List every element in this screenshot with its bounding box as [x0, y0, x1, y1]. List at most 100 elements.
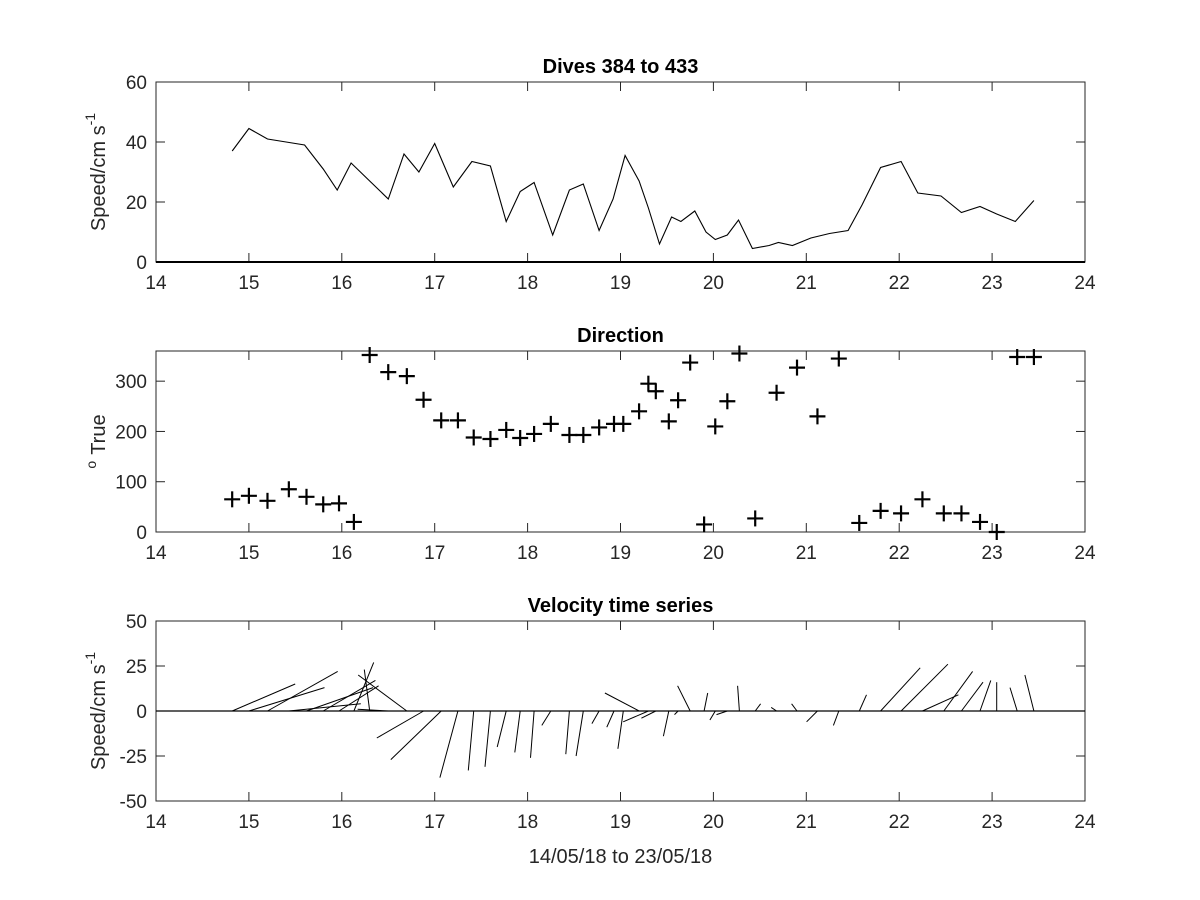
- velocity-panel: 14 15 16 17 18 19 20 21 22 23 24 -50 -25 0 25 50 Velocit…: [82, 595, 1096, 868]
- velocity-stick: [565, 710, 570, 755]
- y-tick-label: 40: [126, 133, 147, 154]
- direction-point: [615, 415, 632, 432]
- x-tick-label: 19: [610, 812, 631, 833]
- velocity-stick: [961, 681, 984, 712]
- velocity-stick: [806, 710, 818, 723]
- x-tick-label: 14: [145, 543, 167, 564]
- velocity-stick: [979, 680, 992, 712]
- x-tick-label: 19: [610, 273, 631, 294]
- x-tick-label: 22: [889, 543, 910, 564]
- direction-point: [542, 415, 559, 432]
- y-axis-label-text: Speed/cm s: [88, 125, 110, 231]
- velocity-stick: [606, 710, 615, 728]
- y-tick-label: 0: [136, 523, 147, 544]
- velocity-stick: [641, 710, 657, 719]
- y-tick-label: 100: [115, 473, 147, 494]
- velocity-stick: [376, 710, 424, 739]
- direction-point: [660, 413, 677, 430]
- x-tick-label: 16: [331, 543, 352, 564]
- y-tick-label: 50: [126, 612, 147, 633]
- velocity-stick: [267, 670, 338, 712]
- x-tick-label: 16: [331, 812, 352, 833]
- direction-point: [953, 505, 970, 522]
- direction-point: [935, 505, 952, 522]
- y-tick-label: 200: [115, 422, 147, 443]
- velocity-stick: [703, 692, 709, 712]
- x-tick-label: 22: [889, 273, 910, 294]
- velocity-stick: [791, 703, 798, 712]
- x-tick-label: 18: [517, 812, 538, 833]
- direction-point: [809, 408, 826, 425]
- direction-point: [696, 516, 713, 533]
- velocity-stick: [604, 692, 640, 712]
- y-axis-label-superscript: -1: [82, 652, 98, 665]
- velocity-stick: [591, 710, 600, 724]
- x-tick-label: 20: [703, 812, 724, 833]
- direction-point: [768, 384, 785, 401]
- x-tick-label: 24: [1074, 273, 1096, 294]
- x-tick-label: 23: [982, 543, 1003, 564]
- velocity-stick: [439, 710, 459, 778]
- velocity-stick: [943, 671, 974, 712]
- y-axis-label-superscript: -1: [82, 113, 98, 126]
- velocity-stick: [541, 710, 552, 726]
- x-tick-label: 17: [424, 543, 445, 564]
- direction-point: [259, 492, 276, 509]
- direction-point: [298, 488, 315, 505]
- direction-point: [482, 430, 499, 447]
- velocity-stick: [496, 710, 507, 748]
- direction-point: [719, 393, 736, 410]
- velocity-stick: [709, 710, 716, 721]
- direction-point: [914, 491, 931, 508]
- direction-point: [224, 491, 241, 508]
- direction-point: [398, 368, 415, 385]
- velocity-stick: [858, 694, 867, 712]
- direction-point: [315, 496, 332, 513]
- direction-point: [345, 513, 362, 530]
- x-tick-label: 24: [1074, 543, 1096, 564]
- velocity-stick: [623, 710, 649, 723]
- x-tick-label: 20: [703, 543, 724, 564]
- y-tick-label: -50: [120, 792, 147, 813]
- x-tick-label: 14: [145, 812, 167, 833]
- direction-point: [851, 514, 868, 531]
- direction-point: [433, 412, 450, 429]
- x-tick-label: 15: [238, 812, 259, 833]
- direction-point: [682, 354, 699, 371]
- direction-point: [280, 481, 297, 498]
- y-axis-label-prefix: o: [83, 461, 99, 469]
- x-tick-label: 15: [238, 273, 259, 294]
- velocity-stick: [575, 710, 584, 757]
- direction-point: [561, 426, 578, 443]
- velocity-stick: [467, 710, 475, 771]
- velocity-stick: [232, 683, 296, 712]
- x-tick-label: 20: [703, 273, 724, 294]
- velocity-stick: [1009, 687, 1018, 712]
- direction-point: [731, 345, 748, 362]
- y-tick-label: -25: [120, 747, 147, 768]
- x-tick-label: 21: [796, 543, 817, 564]
- axes-frame: [155, 350, 1086, 533]
- direction-panel: 14 15 16 17 18 19 20 21 22 23 24 0 100 200 300 Directio…: [83, 325, 1096, 564]
- x-axis-label: 14/05/18 to 23/05/18: [529, 846, 713, 868]
- direction-point: [465, 429, 482, 446]
- y-axis-label: Speed/cm s-1: [82, 113, 110, 231]
- velocity-stick: [1024, 674, 1035, 712]
- velocity-stick: [248, 687, 325, 712]
- speed-series-line: [231, 127, 1035, 250]
- velocity-stick: [363, 669, 371, 712]
- direction-point: [670, 392, 687, 409]
- x-tick-label: 23: [982, 273, 1003, 294]
- x-tick-label: 22: [889, 812, 910, 833]
- velocity-stick: [922, 694, 959, 712]
- direction-point: [240, 487, 257, 504]
- velocity-stick: [353, 662, 375, 712]
- x-tick-label: 15: [238, 543, 259, 564]
- direction-point: [789, 359, 806, 376]
- velocity-stick: [716, 710, 728, 716]
- panel-title: Dives 384 to 433: [543, 56, 699, 78]
- velocity-stick: [770, 706, 777, 712]
- velocity-stick: [390, 710, 442, 760]
- velocity-stick: [484, 710, 491, 767]
